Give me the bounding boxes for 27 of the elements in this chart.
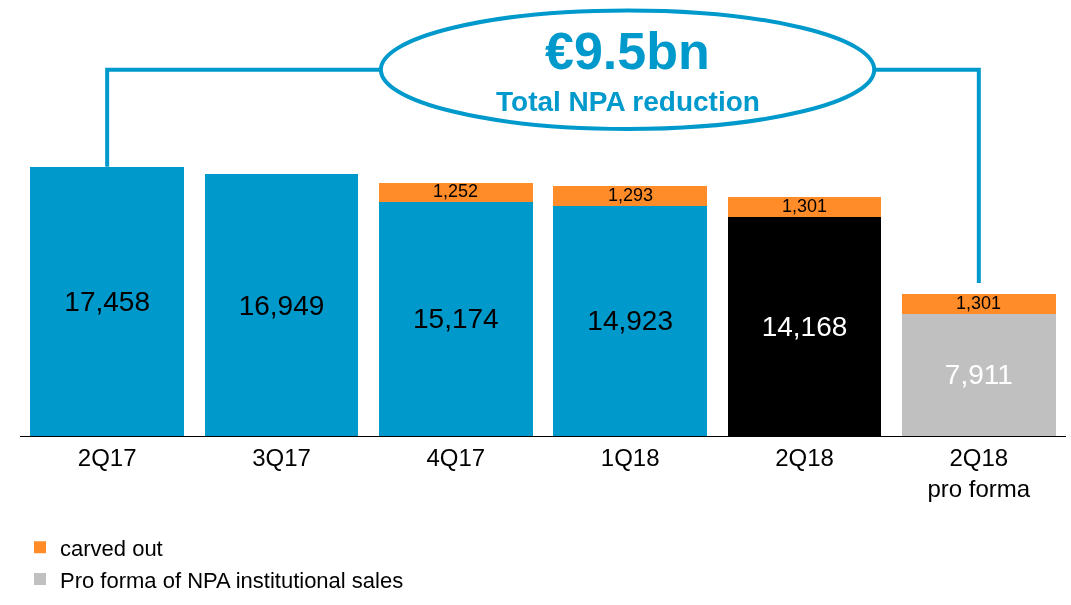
x-tick-label: 2Q18 pro forma [927,443,1031,502]
data-label: 17,458 [64,285,150,317]
data-label: 14,923 [587,305,673,337]
data-label: 1,293 [608,185,654,205]
bar [902,313,1056,436]
x-tick-label: 2Q17 [77,443,137,471]
data-label: 1,252 [433,181,479,201]
text: Total NPA reduction [496,86,760,117]
x-tick-label: 4Q17 [426,443,486,471]
x-tick-label: 3Q17 [252,443,311,471]
bar [553,185,707,206]
bar [902,293,1056,314]
x-tick-label: 2Q18 [775,443,834,471]
bar [553,205,707,436]
data-label: 14,168 [761,311,848,343]
bar [727,197,882,218]
bar [379,201,533,436]
data-label: 16,949 [238,289,325,321]
x-tick-label: 1Q18 [600,443,660,471]
data-label: 1,301 [782,196,828,216]
data-label: 7,911 [944,359,1013,391]
text: €9.5bn [545,22,710,80]
data-label: 15,174 [413,303,499,335]
data-label: 1,301 [956,293,1002,313]
bar [204,174,359,436]
legend-label: Pro forma of NPA institutional sales [60,567,404,593]
legend-label: carved out [60,535,163,561]
